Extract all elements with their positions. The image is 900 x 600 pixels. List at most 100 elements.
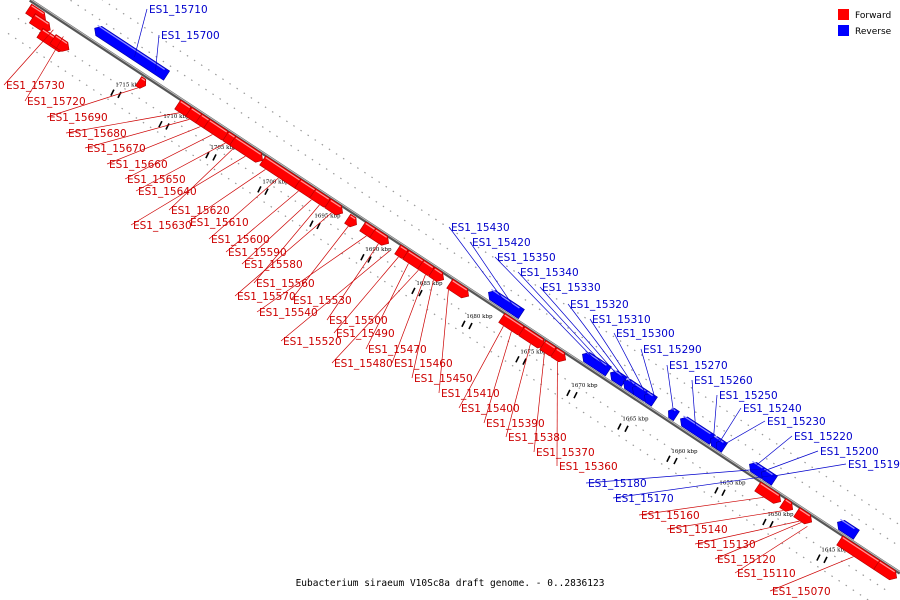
forward-gene-label[interactable]: ES1_15130 (697, 539, 756, 551)
forward-gene-label[interactable]: ES1_15120 (717, 554, 776, 566)
forward-gene[interactable] (550, 347, 569, 365)
forward-gene-label[interactable]: ES1_15160 (641, 510, 700, 522)
reverse-gene-label[interactable]: ES1_15320 (570, 299, 629, 311)
reverse-gene-label[interactable]: ES1_15200 (820, 446, 879, 458)
forward-gene-label[interactable]: ES1_15670 (87, 143, 146, 155)
gene-arrow[interactable] (550, 347, 569, 365)
forward-gene-label[interactable]: ES1_15630 (133, 220, 192, 232)
dotted-guide-line (68, 0, 900, 548)
reverse-gene-label[interactable]: ES1_15270 (669, 360, 728, 372)
gene-arrow[interactable] (446, 278, 472, 301)
gene-arrow[interactable] (485, 288, 525, 320)
forward-gene-label[interactable]: ES1_15580 (244, 259, 303, 271)
forward-gene-label[interactable]: ES1_15390 (486, 418, 545, 430)
forward-gene[interactable] (174, 99, 195, 118)
reverse-gene-label[interactable]: ES1_15230 (767, 416, 826, 428)
forward-gene[interactable] (135, 76, 149, 91)
forward-gene[interactable] (324, 198, 346, 218)
gene-arrow[interactable] (92, 24, 171, 81)
gene-arrow[interactable] (793, 507, 815, 527)
forward-gene[interactable] (369, 227, 392, 248)
gene-arrow[interactable] (779, 497, 796, 514)
genome-backbone (29, 0, 900, 575)
gene-arrow[interactable] (754, 481, 784, 506)
gene-arrow[interactable] (834, 518, 860, 540)
scale-tick-mark (624, 425, 629, 433)
gene-arrow[interactable] (677, 414, 716, 445)
forward-gene-label[interactable]: ES1_15450 (414, 373, 473, 385)
gene-arrow[interactable] (873, 559, 900, 582)
forward-gene[interactable] (428, 266, 447, 284)
reverse-gene-label[interactable]: ES1_15430 (451, 222, 510, 234)
forward-gene-label[interactable]: ES1_15470 (368, 344, 427, 356)
label-leader-line (640, 348, 656, 401)
reverse-gene-label[interactable]: ES1_15330 (542, 282, 601, 294)
forward-gene-label[interactable]: ES1_15070 (772, 586, 831, 598)
reverse-gene-label[interactable]: ES1_15700 (161, 30, 220, 42)
forward-gene-label[interactable]: ES1_15690 (49, 112, 108, 124)
scale-tick-label: 1665 kbp (622, 417, 649, 423)
forward-gene[interactable] (754, 481, 784, 506)
forward-gene[interactable] (793, 507, 815, 527)
forward-gene-label[interactable]: ES1_15480 (334, 358, 393, 370)
forward-gene-label[interactable]: ES1_15490 (336, 328, 395, 340)
label-leader-line (771, 463, 847, 477)
forward-gene-label[interactable]: ES1_15380 (508, 432, 567, 444)
forward-gene-label[interactable]: ES1_15620 (171, 205, 230, 217)
reverse-gene-label[interactable]: ES1_15250 (719, 390, 778, 402)
forward-gene-label[interactable]: ES1_15410 (441, 388, 500, 400)
reverse-gene-label[interactable]: ES1_15170 (615, 493, 674, 505)
reverse-gene-label[interactable]: ES1_15240 (743, 403, 802, 415)
forward-gene-label[interactable]: ES1_15530 (293, 295, 352, 307)
reverse-gene-label[interactable]: ES1_15340 (520, 267, 579, 279)
reverse-gene-label[interactable]: ES1_15260 (694, 375, 753, 387)
reverse-gene-label[interactable]: ES1_15420 (472, 237, 531, 249)
reverse-gene-label[interactable]: ES1_15190 (848, 459, 900, 471)
forward-gene-label[interactable]: ES1_15680 (68, 128, 127, 140)
reverse-gene[interactable] (677, 414, 716, 445)
forward-gene-label[interactable]: ES1_15540 (259, 307, 318, 319)
reverse-gene[interactable] (92, 24, 171, 81)
forward-gene-label[interactable]: ES1_15650 (127, 174, 186, 186)
reverse-gene[interactable] (485, 288, 525, 320)
forward-gene-label[interactable]: ES1_15610 (190, 217, 249, 229)
reverse-gene[interactable] (834, 518, 860, 540)
forward-gene-label[interactable]: ES1_15560 (256, 278, 315, 290)
reverse-gene[interactable] (607, 368, 628, 387)
gene-arrow[interactable] (607, 368, 628, 387)
reverse-gene-label[interactable]: ES1_15290 (643, 344, 702, 356)
gene-arrow[interactable] (229, 135, 266, 165)
forward-gene[interactable] (873, 559, 900, 582)
forward-gene-label[interactable]: ES1_15660 (109, 159, 168, 171)
forward-gene-label[interactable]: ES1_15370 (536, 447, 595, 459)
label-leaders (3, 8, 854, 592)
forward-gene[interactable] (446, 278, 472, 301)
forward-gene-label[interactable]: ES1_15110 (737, 568, 796, 580)
gene-arrow[interactable] (324, 198, 346, 218)
reverse-gene-label[interactable]: ES1_15300 (616, 328, 675, 340)
forward-gene-label[interactable]: ES1_15500 (329, 315, 388, 327)
forward-gene[interactable] (229, 135, 266, 165)
reverse-gene-label[interactable]: ES1_15220 (794, 431, 853, 443)
reverse-gene-label[interactable]: ES1_15710 (149, 4, 208, 16)
forward-gene-label[interactable]: ES1_15720 (27, 96, 86, 108)
forward-gene-label[interactable]: ES1_15730 (6, 80, 65, 92)
reverse-gene-label[interactable]: ES1_15350 (497, 252, 556, 264)
forward-gene-label[interactable]: ES1_15400 (461, 403, 520, 415)
forward-gene-label[interactable]: ES1_15600 (211, 234, 270, 246)
gene-arrow[interactable] (665, 406, 680, 422)
forward-gene-label[interactable]: ES1_15570 (237, 291, 296, 303)
forward-gene-label[interactable]: ES1_15460 (394, 358, 453, 370)
reverse-gene-label[interactable]: ES1_15180 (588, 478, 647, 490)
forward-gene-label[interactable]: ES1_15640 (138, 186, 197, 198)
forward-gene-label[interactable]: ES1_15520 (283, 336, 342, 348)
forward-gene[interactable] (344, 213, 360, 229)
gene-arrow[interactable] (758, 468, 778, 486)
gene-arrow[interactable] (428, 266, 447, 284)
forward-gene[interactable] (779, 497, 796, 514)
forward-gene-label[interactable]: ES1_15590 (228, 247, 287, 259)
forward-gene-label[interactable]: ES1_15140 (669, 524, 728, 536)
gene-arrow[interactable] (369, 227, 392, 248)
reverse-gene-label[interactable]: ES1_15310 (592, 314, 651, 326)
forward-gene-label[interactable]: ES1_15360 (559, 461, 618, 473)
